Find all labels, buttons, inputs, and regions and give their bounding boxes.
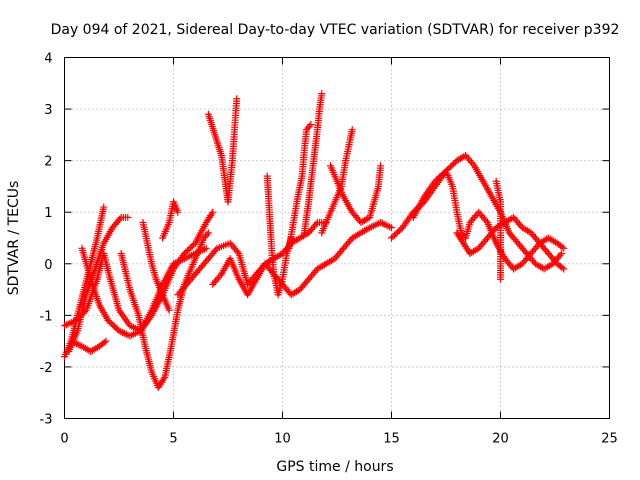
data-point bbox=[112, 324, 120, 332]
data-point bbox=[109, 321, 117, 329]
x-tick-label: 20 bbox=[492, 432, 509, 447]
data-point bbox=[318, 90, 326, 98]
data-point bbox=[202, 244, 210, 252]
x-tick-label: 0 bbox=[60, 432, 68, 447]
data-point bbox=[434, 174, 442, 182]
data-point bbox=[558, 249, 566, 257]
y-tick-label: 4 bbox=[44, 52, 52, 67]
y-tick-label: -2 bbox=[40, 361, 53, 376]
x-tick-label: 25 bbox=[601, 432, 618, 447]
data-point bbox=[100, 203, 108, 211]
data-points-layer bbox=[61, 90, 568, 392]
data-point bbox=[208, 210, 216, 218]
data-point bbox=[431, 177, 439, 185]
data-point bbox=[165, 306, 173, 314]
y-tick-label: 0 bbox=[44, 258, 52, 273]
data-point bbox=[100, 338, 108, 346]
data-point bbox=[444, 165, 452, 173]
data-point bbox=[560, 265, 568, 273]
chart-title: Day 094 of 2021, Sidereal Day-to-day VTE… bbox=[51, 22, 620, 38]
data-point bbox=[174, 208, 182, 216]
data-point bbox=[482, 217, 490, 225]
data-point bbox=[312, 220, 320, 228]
data-point bbox=[552, 258, 560, 266]
data-point bbox=[102, 337, 110, 345]
data-point bbox=[212, 246, 220, 254]
data-point bbox=[71, 317, 79, 325]
data-point bbox=[556, 251, 564, 259]
data-point bbox=[469, 160, 477, 168]
data-point bbox=[497, 275, 504, 283]
data-point bbox=[388, 224, 395, 232]
data-point bbox=[389, 233, 397, 241]
data-point bbox=[116, 215, 124, 223]
data-point bbox=[445, 164, 453, 172]
data-point bbox=[188, 242, 196, 250]
data-point bbox=[558, 243, 566, 251]
y-tick-label: 3 bbox=[44, 103, 52, 118]
data-point bbox=[104, 317, 112, 325]
data-point bbox=[124, 213, 132, 221]
data-point bbox=[436, 173, 444, 181]
data-point bbox=[388, 234, 395, 242]
data-point bbox=[107, 319, 115, 327]
data-point bbox=[204, 229, 212, 237]
data-point bbox=[395, 227, 403, 235]
y-tick-label: -3 bbox=[40, 413, 53, 428]
data-point bbox=[348, 126, 356, 134]
data-point bbox=[160, 375, 168, 383]
y-tick-label: 2 bbox=[44, 155, 52, 170]
data-point bbox=[392, 230, 400, 238]
data-point bbox=[233, 95, 241, 103]
y-tick-label: -1 bbox=[40, 309, 53, 324]
data-point bbox=[233, 248, 241, 256]
data-point bbox=[394, 228, 402, 236]
data-point bbox=[450, 160, 458, 168]
data-point bbox=[439, 170, 447, 178]
data-point bbox=[433, 176, 441, 184]
x-tick-label: 15 bbox=[383, 432, 400, 447]
x-tick-label: 10 bbox=[274, 432, 291, 447]
data-point bbox=[110, 322, 118, 330]
data-point bbox=[185, 245, 193, 253]
data-point bbox=[209, 208, 217, 216]
data-point bbox=[187, 244, 195, 252]
data-point bbox=[190, 241, 198, 249]
data-point bbox=[216, 272, 224, 280]
plot-frame bbox=[64, 57, 610, 419]
y-axis-label: SDTVAR / TECUs bbox=[6, 181, 22, 296]
data-point bbox=[558, 264, 566, 272]
data-point bbox=[447, 163, 455, 171]
data-point bbox=[203, 231, 211, 239]
data-point bbox=[106, 318, 114, 326]
data-point bbox=[448, 161, 456, 169]
data-point bbox=[305, 122, 313, 130]
x-axis-label: GPS time / hours bbox=[276, 459, 393, 475]
data-point bbox=[377, 162, 385, 170]
grid-layer bbox=[64, 57, 610, 419]
y-tick-label: 1 bbox=[44, 206, 52, 221]
data-point bbox=[184, 247, 192, 255]
data-point bbox=[560, 244, 568, 252]
x-tick-label: 5 bbox=[169, 432, 177, 447]
data-point bbox=[307, 121, 315, 129]
tick-layer: 0 5 10 15 20 25 -3 -2 -1 0 1 2 3 4 bbox=[40, 52, 618, 447]
data-point bbox=[391, 231, 399, 239]
data-point bbox=[437, 171, 445, 179]
